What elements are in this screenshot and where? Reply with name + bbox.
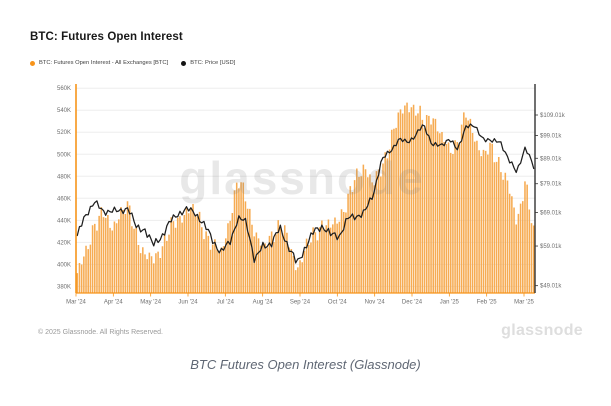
x-month-tick: Jul '24: [217, 300, 235, 306]
y-right-tick: $49.01k: [540, 284, 562, 290]
chart-legend: BTC: Futures Open Interest - All Exchang…: [30, 60, 235, 66]
x-month-tick: Feb '25: [477, 300, 497, 306]
x-month-tick: Nov '24: [365, 300, 386, 306]
legend-dot-price-icon: [181, 60, 187, 66]
x-month-tick: Mar '25: [514, 300, 534, 306]
grid-layer: [76, 87, 535, 287]
y-left-tick: 440K: [57, 218, 71, 224]
open-interest-bars: [76, 102, 535, 293]
x-month-tick: Aug '24: [253, 300, 274, 306]
copyright-text: © 2025 Glassnode. All Rights Reserved.: [38, 329, 164, 336]
y-right-tick: $89.01k: [540, 156, 562, 162]
legend-label-price: BTC: Price [USD]: [190, 60, 236, 66]
y-left-tick: 420K: [57, 240, 71, 246]
y-left-tick: 400K: [57, 262, 71, 268]
y-left-tick: 560K: [57, 86, 71, 92]
x-month-tick: May '24: [140, 300, 161, 306]
x-month-tick: Sep '24: [290, 300, 311, 306]
x-month-tick: Dec '24: [402, 300, 423, 306]
legend-label-open-interest: BTC: Futures Open Interest - All Exchang…: [39, 60, 169, 66]
y-right-tick: $99.01k: [540, 134, 562, 140]
legend-item-open-interest[interactable]: BTC: Futures Open Interest - All Exchang…: [30, 60, 168, 66]
axis-labels-layer: 560K 540K 520K 500K 480K 460K 440K 420K 400K 380K…: [57, 86, 566, 305]
chart-title: BTC: Futures Open Interest: [30, 31, 183, 43]
open-interest-bars-path: [76, 102, 535, 293]
y-left-tick: 480K: [57, 174, 71, 180]
plot-area: glassnode 560K 540K 520K 500K 480K 460K 440K 42…: [57, 84, 566, 306]
y-right-tick: $79.01k: [540, 182, 562, 188]
y-left-tick: 380K: [57, 284, 71, 290]
image-caption: BTC Futures Open Interest (Glassnode): [190, 357, 421, 372]
x-month-tick: Jun '24: [178, 300, 198, 306]
y-right-tick: $69.01k: [540, 211, 562, 217]
x-month-tick: Mar '24: [66, 300, 86, 306]
x-month-tick: Jan '25: [440, 300, 460, 306]
y-left-tick: 540K: [57, 108, 71, 114]
legend-item-price[interactable]: BTC: Price [USD]: [181, 60, 235, 66]
y-right-tick: $109.01k: [540, 113, 566, 119]
x-month-tick: Apr '24: [104, 300, 123, 306]
legend-dot-open-interest-icon: [30, 60, 35, 66]
y-right-tick: $59.01k: [540, 244, 562, 250]
x-month-tick: Oct '24: [328, 300, 347, 306]
y-left-tick: 520K: [57, 130, 71, 136]
y-left-tick: 500K: [57, 152, 71, 158]
price-line: [76, 123, 535, 264]
glassnode-logo: glassnode: [501, 322, 583, 339]
watermark: glassnode: [179, 152, 425, 204]
axes-layer: [75, 84, 538, 297]
y-left-tick: 460K: [57, 196, 71, 202]
price-line-path: [76, 123, 535, 264]
